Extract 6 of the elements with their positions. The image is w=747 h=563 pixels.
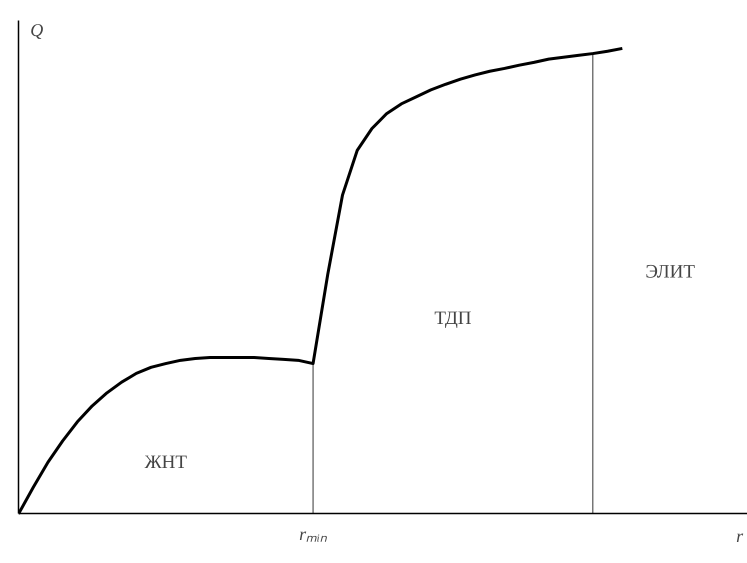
text: r: [736, 526, 744, 546]
y-axis-title: Q: [30, 20, 44, 40]
annotation: ТДП: [434, 308, 472, 329]
text: rₘᵢₙ: [299, 524, 328, 544]
text: ЭЛИТ: [645, 261, 696, 282]
annotation: ЖНТ: [144, 452, 188, 474]
